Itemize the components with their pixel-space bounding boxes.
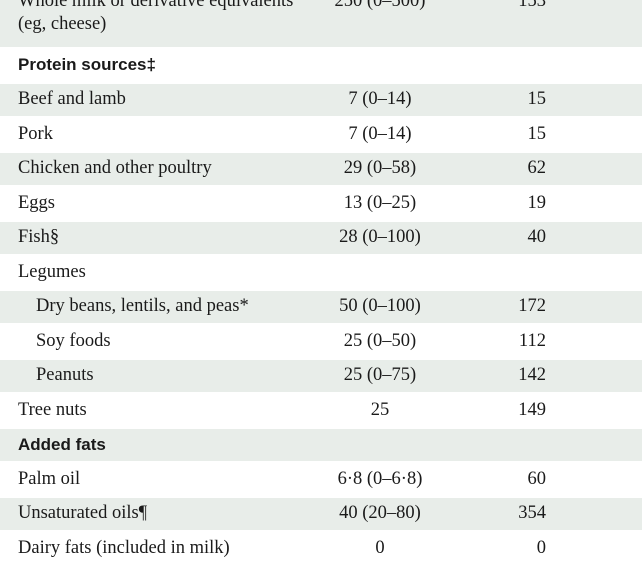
intake-cell: 50 (0–100) — [339, 296, 421, 317]
intake-cell: 40 (20–80) — [339, 503, 421, 524]
row-label: Dairy fats (included in milk) — [18, 537, 230, 558]
intake-cell: 250 (0–500) — [334, 0, 426, 11]
intake-cell: 7 (0–14) — [348, 89, 412, 110]
section-label: Added fats — [18, 434, 106, 454]
value-cell: 62 — [527, 158, 547, 179]
row-label: Peanuts — [36, 365, 94, 386]
row-label: Palm oil — [18, 468, 81, 489]
value-cell: 40 — [527, 227, 547, 248]
table-row-chicken: Chicken and other poultry 29 (0–58) 62 — [0, 150, 642, 185]
intake-cell: 25 (0–75) — [343, 365, 417, 386]
row-label: Tree nuts — [18, 399, 87, 420]
section-header-protein-sources: Protein sources‡ — [0, 47, 642, 82]
intake-cell — [300, 256, 460, 289]
intake-cell: 0 — [375, 537, 385, 558]
intake-cell: 6·8 (0–6·8) — [337, 468, 423, 489]
table-row-whole-milk: Whole milk or derivative equivalents (eg… — [0, 0, 642, 47]
intake-cell: 25 (0–50) — [343, 330, 417, 351]
table-row-tree-nuts: Tree nuts 25 149 — [0, 392, 642, 427]
intake-cell: 29 (0–58) — [343, 158, 417, 179]
table-row-beef-lamb: Beef and lamb 7 (0–14) 15 — [0, 81, 642, 116]
value-cell: 15 — [527, 89, 547, 110]
row-label-line2: (eg, cheese) — [18, 14, 107, 34]
intake-cell: 7 (0–14) — [348, 123, 412, 144]
row-label: Dry beans, lentils, and peas* — [36, 296, 249, 317]
value-cell: 19 — [527, 192, 547, 213]
row-label: Unsaturated oils¶ — [18, 503, 148, 524]
value-cell: 15 — [527, 123, 547, 144]
value-cell — [470, 256, 546, 289]
table-row-legumes: Legumes — [0, 254, 642, 289]
intake-cell: 28 (0–100) — [339, 227, 421, 248]
row-label: Beef and lamb — [18, 89, 126, 110]
row-label: Eggs — [18, 192, 55, 213]
intake-cell: 13 (0–25) — [343, 192, 417, 213]
table-row-dry-beans: Dry beans, lentils, and peas* 50 (0–100)… — [0, 288, 642, 323]
section-label: Protein sources‡ — [18, 55, 156, 75]
section-header-added-fats: Added fats — [0, 426, 642, 461]
value-cell: 153 — [518, 0, 546, 11]
intake-cell: 25 — [370, 399, 390, 420]
table-row-pork: Pork 7 (0–14) 15 — [0, 116, 642, 151]
row-label: Pork — [18, 123, 53, 144]
row-label: Whole milk or derivative equivalents (eg… — [18, 0, 293, 47]
table-row-palm-oil: Palm oil 6·8 (0–6·8) 60 — [0, 461, 642, 496]
value-cell: 172 — [518, 296, 546, 317]
row-label: Legumes — [18, 261, 86, 282]
value-cell: 142 — [518, 365, 546, 386]
table-row-unsaturated-oils: Unsaturated oils¶ 40 (20–80) 354 — [0, 495, 642, 530]
row-label: Soy foods — [36, 330, 111, 351]
value-cell: 60 — [527, 468, 547, 489]
value-cell: 354 — [518, 503, 546, 524]
value-cell: 149 — [518, 399, 546, 420]
row-label: Chicken and other poultry — [18, 158, 212, 179]
table-row-soy-foods: Soy foods 25 (0–50) 112 — [0, 323, 642, 358]
value-cell: 112 — [518, 330, 546, 351]
table-row-dairy-fats: Dairy fats (included in milk) 0 0 — [0, 530, 642, 565]
row-label-line1: Whole milk or derivative equivalents — [18, 0, 294, 11]
table-row-peanuts: Peanuts 25 (0–75) 142 — [0, 357, 642, 392]
table-row-eggs: Eggs 13 (0–25) 19 — [0, 185, 642, 220]
row-label: Fish§ — [18, 227, 60, 248]
table-row-fish: Fish§ 28 (0–100) 40 — [0, 219, 642, 254]
value-cell: 0 — [536, 537, 546, 558]
